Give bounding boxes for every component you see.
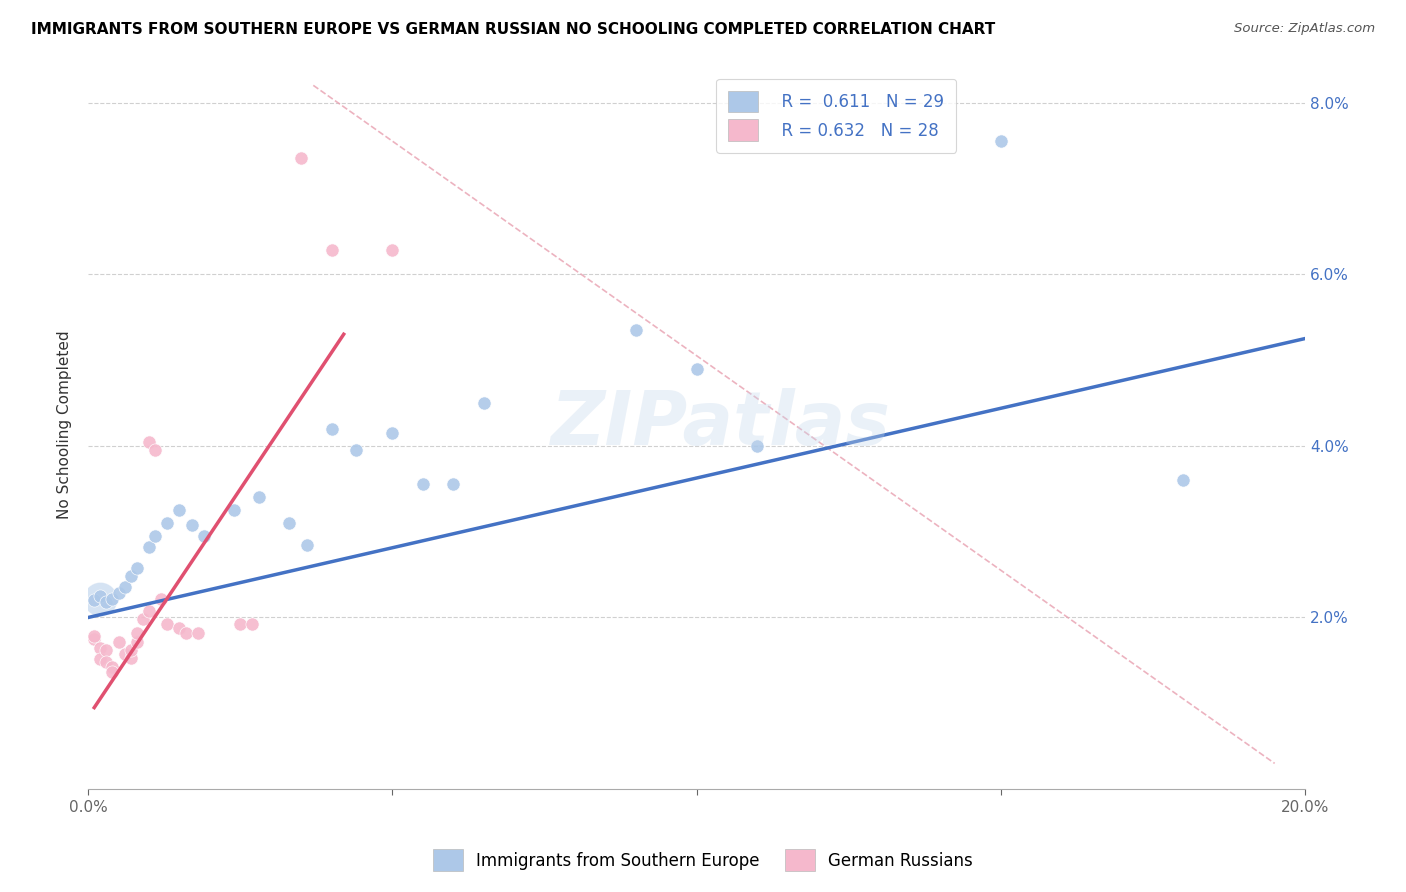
- Point: [187, 626, 209, 640]
- Point: [138, 434, 160, 449]
- Legend: Immigrants from Southern Europe, German Russians: Immigrants from Southern Europe, German …: [425, 841, 981, 880]
- Point: [96, 643, 118, 657]
- Point: [224, 503, 246, 517]
- Point: [114, 647, 136, 661]
- Point: [156, 516, 179, 530]
- Point: [101, 665, 124, 680]
- Point: [412, 477, 434, 491]
- Point: [685, 361, 707, 376]
- Point: [381, 243, 404, 257]
- Point: [83, 632, 105, 646]
- Point: [169, 621, 191, 635]
- Point: [83, 629, 105, 643]
- Point: [114, 581, 136, 595]
- Point: [89, 591, 111, 606]
- Point: [138, 540, 160, 554]
- Point: [120, 650, 142, 665]
- Point: [107, 634, 129, 648]
- Point: [321, 422, 343, 436]
- Y-axis label: No Schooling Completed: No Schooling Completed: [58, 330, 72, 518]
- Point: [295, 537, 318, 551]
- Point: [138, 604, 160, 618]
- Point: [229, 617, 252, 632]
- Point: [89, 589, 111, 603]
- Point: [132, 612, 155, 626]
- Point: [96, 655, 118, 669]
- Point: [441, 477, 464, 491]
- Point: [1173, 473, 1195, 487]
- Point: [125, 626, 148, 640]
- Point: [278, 516, 301, 530]
- Point: [125, 560, 148, 574]
- Point: [150, 591, 173, 606]
- Text: Source: ZipAtlas.com: Source: ZipAtlas.com: [1234, 22, 1375, 36]
- Point: [321, 243, 343, 257]
- Point: [242, 617, 264, 632]
- Point: [125, 634, 148, 648]
- Point: [101, 591, 124, 606]
- Point: [156, 617, 179, 632]
- Point: [143, 443, 166, 458]
- Point: [193, 529, 215, 543]
- Point: [990, 134, 1012, 148]
- Point: [83, 593, 105, 607]
- Point: [381, 425, 404, 440]
- Point: [120, 643, 142, 657]
- Point: [472, 396, 495, 410]
- Point: [143, 529, 166, 543]
- Point: [624, 323, 647, 337]
- Point: [344, 443, 367, 458]
- Point: [107, 586, 129, 600]
- Text: IMMIGRANTS FROM SOUTHERN EUROPE VS GERMAN RUSSIAN NO SCHOOLING COMPLETED CORRELA: IMMIGRANTS FROM SOUTHERN EUROPE VS GERMA…: [31, 22, 995, 37]
- Point: [96, 595, 118, 609]
- Point: [89, 651, 111, 665]
- Point: [174, 626, 197, 640]
- Point: [247, 491, 270, 505]
- Point: [169, 503, 191, 517]
- Point: [747, 439, 769, 453]
- Point: [290, 151, 312, 165]
- Point: [120, 569, 142, 583]
- Point: [101, 660, 124, 674]
- Text: ZIPatlas: ZIPatlas: [551, 388, 891, 461]
- Point: [89, 640, 111, 655]
- Legend:   R =  0.611   N = 29,   R = 0.632   N = 28: R = 0.611 N = 29, R = 0.632 N = 28: [716, 78, 956, 153]
- Point: [180, 517, 202, 532]
